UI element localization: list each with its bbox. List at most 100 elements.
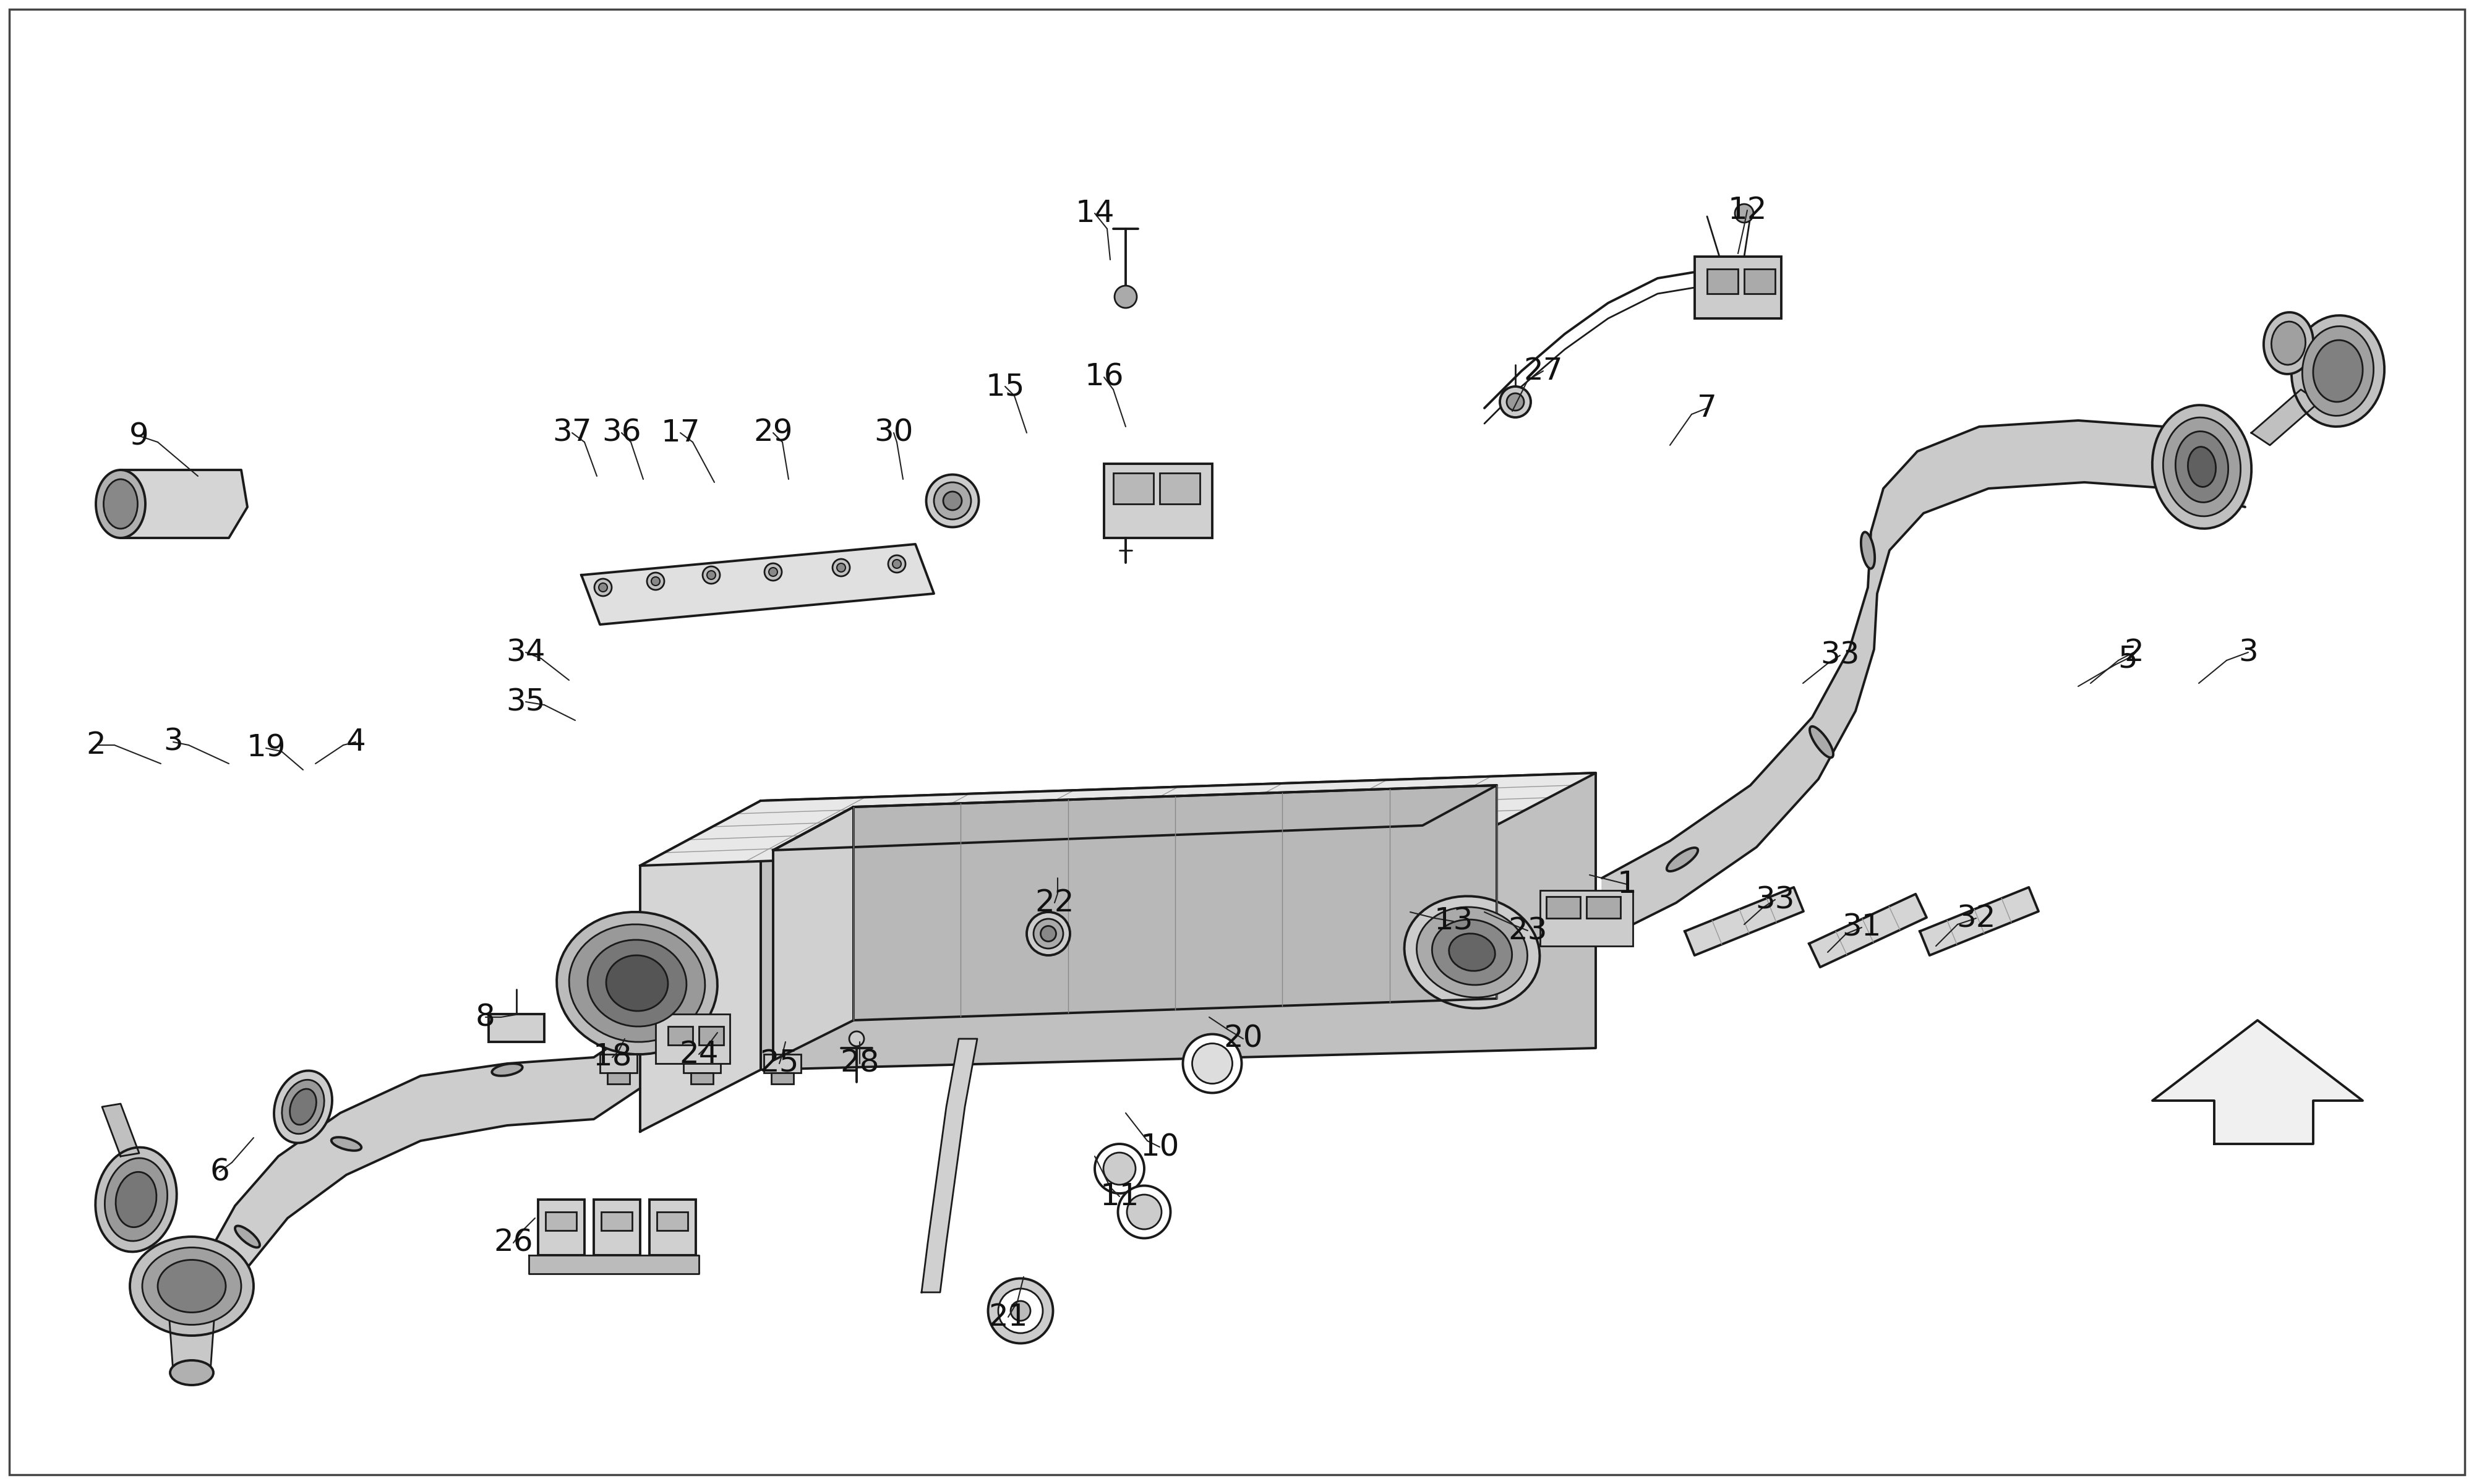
Text: 10: 10 — [1141, 1132, 1180, 1162]
Polygon shape — [854, 785, 1497, 1021]
Bar — [1546, 896, 1581, 919]
Circle shape — [599, 583, 609, 592]
Ellipse shape — [1034, 919, 1064, 948]
Polygon shape — [641, 801, 762, 1131]
Text: 28: 28 — [841, 1049, 878, 1079]
Ellipse shape — [1118, 1186, 1170, 1238]
Polygon shape — [772, 785, 1497, 850]
Polygon shape — [581, 545, 935, 625]
Text: 9: 9 — [129, 421, 148, 451]
Ellipse shape — [1103, 1153, 1136, 1184]
Bar — [609, 1073, 628, 1083]
Text: 22: 22 — [1034, 887, 1074, 917]
Text: 15: 15 — [985, 371, 1024, 401]
Ellipse shape — [158, 1260, 225, 1312]
Ellipse shape — [171, 1361, 213, 1385]
Text: 2: 2 — [87, 730, 106, 760]
Circle shape — [888, 555, 905, 573]
Ellipse shape — [143, 1248, 242, 1325]
Ellipse shape — [332, 1137, 361, 1150]
Ellipse shape — [2291, 316, 2385, 426]
Ellipse shape — [2152, 405, 2251, 528]
Text: 30: 30 — [873, 418, 913, 448]
Polygon shape — [1920, 887, 2039, 956]
Ellipse shape — [235, 1226, 260, 1248]
Bar — [700, 1027, 722, 1045]
Circle shape — [594, 579, 611, 597]
Circle shape — [648, 573, 663, 589]
Ellipse shape — [129, 1236, 255, 1336]
Ellipse shape — [492, 1064, 522, 1076]
Polygon shape — [920, 1039, 977, 1293]
Circle shape — [769, 567, 777, 576]
Text: 20: 20 — [1225, 1024, 1262, 1054]
Ellipse shape — [1012, 1301, 1029, 1321]
Circle shape — [836, 564, 846, 571]
Text: 1: 1 — [1618, 870, 1635, 899]
Bar — [1103, 463, 1212, 537]
Ellipse shape — [2271, 322, 2306, 365]
Text: 37: 37 — [552, 418, 591, 448]
Ellipse shape — [1808, 726, 1833, 758]
Text: 33: 33 — [1821, 641, 1860, 671]
Bar — [594, 1199, 641, 1255]
Bar — [772, 1073, 794, 1083]
Bar — [690, 1073, 713, 1083]
Ellipse shape — [606, 956, 668, 1011]
Text: 3: 3 — [163, 727, 183, 757]
Bar — [1744, 269, 1776, 294]
Polygon shape — [1603, 420, 2246, 939]
Ellipse shape — [275, 1070, 332, 1143]
Ellipse shape — [943, 491, 962, 510]
Ellipse shape — [2175, 432, 2229, 503]
Bar — [490, 1014, 544, 1042]
Ellipse shape — [1667, 847, 1697, 871]
Ellipse shape — [1450, 933, 1494, 971]
Bar — [658, 1212, 688, 1230]
Text: 8: 8 — [475, 1002, 495, 1031]
Text: 21: 21 — [990, 1303, 1027, 1333]
Text: 31: 31 — [1843, 913, 1880, 942]
Text: 24: 24 — [680, 1039, 717, 1068]
Text: 11: 11 — [1101, 1181, 1138, 1211]
Circle shape — [1499, 386, 1531, 417]
Text: 27: 27 — [1524, 356, 1564, 386]
Text: 35: 35 — [507, 687, 544, 717]
Circle shape — [703, 567, 720, 583]
Polygon shape — [168, 1287, 218, 1373]
Ellipse shape — [1860, 533, 1875, 568]
Bar — [1586, 896, 1620, 919]
Ellipse shape — [1432, 920, 1512, 985]
Text: 33: 33 — [1757, 884, 1794, 914]
Polygon shape — [1685, 887, 1804, 956]
Ellipse shape — [104, 1158, 168, 1241]
Ellipse shape — [2162, 417, 2241, 516]
Circle shape — [1507, 393, 1524, 411]
Ellipse shape — [1183, 1034, 1242, 1092]
Bar — [668, 1027, 693, 1045]
Ellipse shape — [1027, 913, 1069, 956]
Text: 12: 12 — [1727, 196, 1766, 226]
Ellipse shape — [1192, 1043, 1232, 1083]
Polygon shape — [2152, 1021, 2363, 1144]
Circle shape — [849, 1031, 863, 1046]
Text: 13: 13 — [1435, 907, 1472, 936]
Bar — [648, 1199, 695, 1255]
Bar — [1113, 473, 1153, 505]
Ellipse shape — [987, 1278, 1054, 1343]
Ellipse shape — [1405, 896, 1539, 1008]
Ellipse shape — [2313, 340, 2363, 402]
Text: 14: 14 — [1076, 199, 1113, 229]
Bar — [656, 1014, 730, 1064]
Polygon shape — [101, 1104, 139, 1156]
Bar — [1707, 269, 1737, 294]
Ellipse shape — [1042, 926, 1056, 941]
Circle shape — [764, 564, 782, 580]
Ellipse shape — [569, 925, 705, 1042]
Ellipse shape — [282, 1080, 324, 1134]
Polygon shape — [2251, 389, 2321, 445]
Bar — [539, 1199, 584, 1255]
Bar — [1695, 257, 1781, 319]
Ellipse shape — [557, 913, 717, 1054]
Ellipse shape — [96, 1147, 176, 1252]
